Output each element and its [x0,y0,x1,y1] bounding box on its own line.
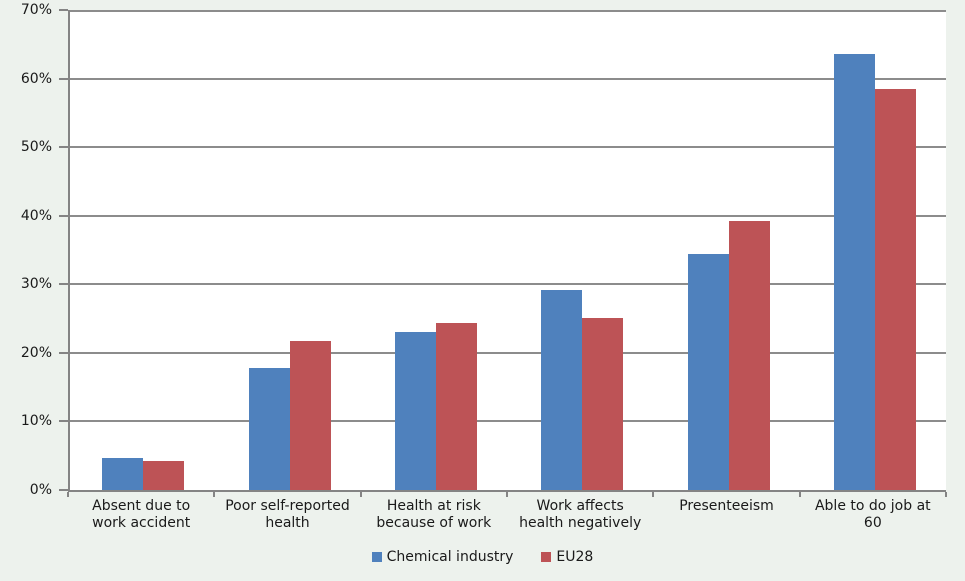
x-axis-label-health-at-risk: Health at risk because of work [376,498,492,531]
bar-eu28-poor-self-reported [289,341,331,490]
y-tick-10 [59,420,68,423]
legend-item-eu28: EU28 [541,549,593,565]
bar-eu28-work-affects [582,317,624,490]
y-axis-label-0: 0% [29,482,52,498]
bar-eu28-able-to-do-job-at [874,88,916,490]
x-tick-1 [213,492,216,497]
y-axis-label-70: 70% [20,2,52,18]
y-tick-30 [59,283,68,286]
x-tick-0 [67,492,69,497]
x-axis-label-absent-due-to: Absent due to work accident [92,498,191,531]
y-axis-label-30: 30% [20,276,52,293]
bar-chemical-industry-presenteeism [687,254,729,490]
bar-eu28-presenteeism [728,221,770,490]
y-axis-label-50: 50% [20,139,52,156]
y-axis-label-60: 60% [20,70,52,87]
y-tick-40 [59,214,68,217]
x-axis-label-poor-self-reported: Poor self-reported health [225,498,350,531]
y-axis-label-40: 40% [20,207,52,224]
bar-chemical-industry-work-affects [541,289,583,490]
legend-swatch-eu28 [541,552,552,562]
x-tick-2 [359,492,362,497]
x-axis-label-presenteeism: Presenteeism [679,498,774,514]
bar-chemical-industry-absent-due-to [102,457,144,490]
gridline-60 [70,77,946,80]
gridline-50 [70,146,946,149]
legend: Chemical industry EU28 [0,549,965,565]
legend-label-chemical-industry: Chemical industry [386,549,514,565]
y-tick-20 [59,351,68,354]
plot-area [68,10,946,492]
gridline-10 [70,420,946,423]
y-tick-50 [59,146,68,149]
bar-chemical-industry-poor-self-reported [248,367,290,490]
y-tick-60 [59,77,68,80]
x-axis-label-able-to-do-job-at: Able to do job at 60 [814,498,931,531]
x-tick-4 [652,492,655,497]
x-tick-3 [506,492,508,497]
bar-eu28-health-at-risk [435,323,477,490]
x-tick-6 [945,492,947,497]
gridline-20 [70,351,946,354]
legend-swatch-chemical-industry [371,552,382,562]
y-tick-0 [59,489,68,491]
y-tick-70 [59,9,68,11]
gridline-40 [70,214,946,217]
gridline-70 [70,10,946,12]
bar-chemical-industry-health-at-risk [394,332,436,490]
bar-chemical-industry-able-to-do-job-at [833,53,875,490]
y-axis-label-20: 20% [20,344,52,361]
y-axis-label-10: 10% [20,413,52,430]
gridline-30 [70,283,946,286]
bar-eu28-absent-due-to [143,460,185,490]
x-tick-5 [798,492,801,497]
x-axis-label-work-affects: Work affects health negatively [519,498,642,531]
legend-item-chemical-industry: Chemical industry [371,549,514,565]
legend-label-eu28: EU28 [556,549,594,565]
